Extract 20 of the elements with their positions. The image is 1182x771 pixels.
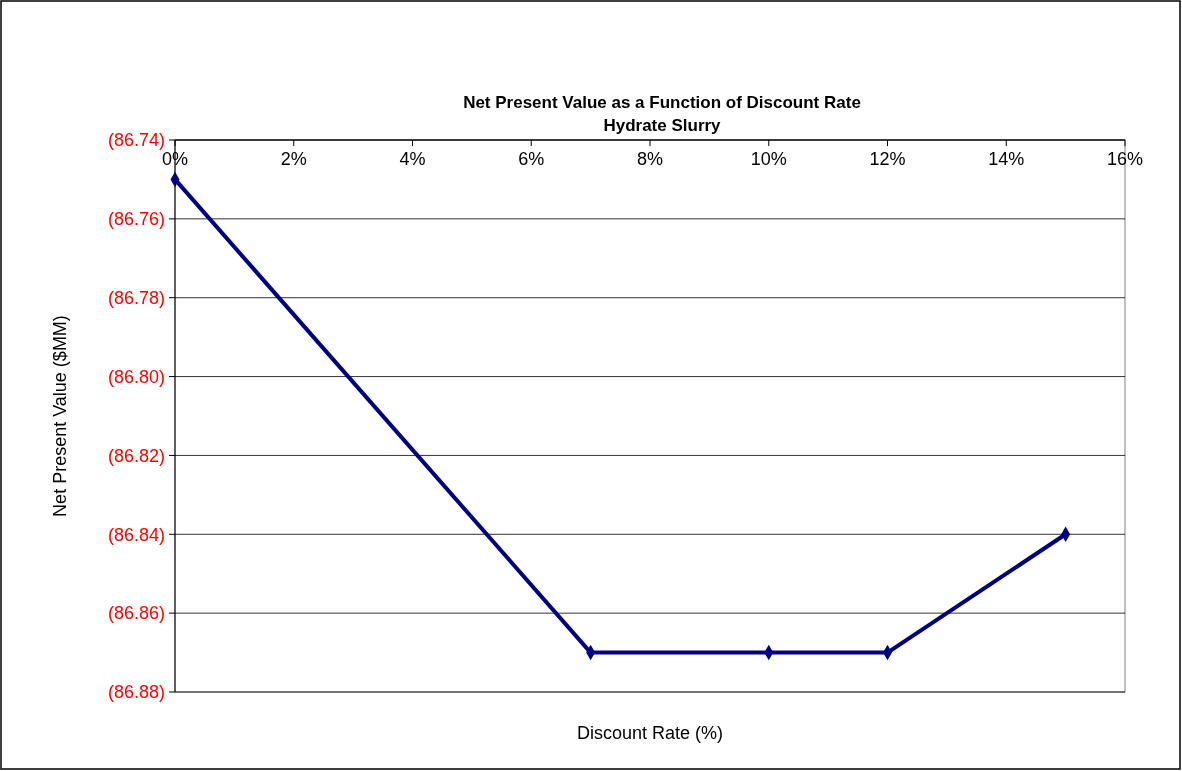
x-tick-label: 2% [280, 148, 307, 169]
y-tick-label: (86.86) [107, 603, 165, 624]
y-tick-label: (86.74) [107, 130, 165, 151]
x-tick-label: 10% [750, 148, 787, 169]
x-tick-label: 16% [1106, 148, 1144, 169]
y-tick-label: (86.78) [107, 288, 165, 309]
y-tick-label: (86.88) [107, 682, 165, 703]
y-tick-label: (86.82) [107, 445, 165, 466]
chart-title: Net Present Value as a Function of Discount Rate [463, 93, 861, 112]
y-tick-label: (86.76) [107, 209, 165, 230]
chart-subtitle: Hydrate Slurry [603, 116, 722, 135]
x-tick-label: 12% [869, 148, 906, 169]
x-tick-label: 6% [518, 148, 545, 169]
x-axis-title: Discount Rate (%) [576, 723, 724, 743]
y-tick-label: (86.84) [107, 524, 165, 545]
x-tick-label: 14% [988, 148, 1025, 169]
x-tick-label: 8% [636, 148, 664, 169]
y-axis-title: Net Present Value ($MM) [50, 315, 70, 517]
y-tick-label: (86.80) [107, 366, 165, 387]
x-tick-label: 4% [399, 148, 426, 169]
